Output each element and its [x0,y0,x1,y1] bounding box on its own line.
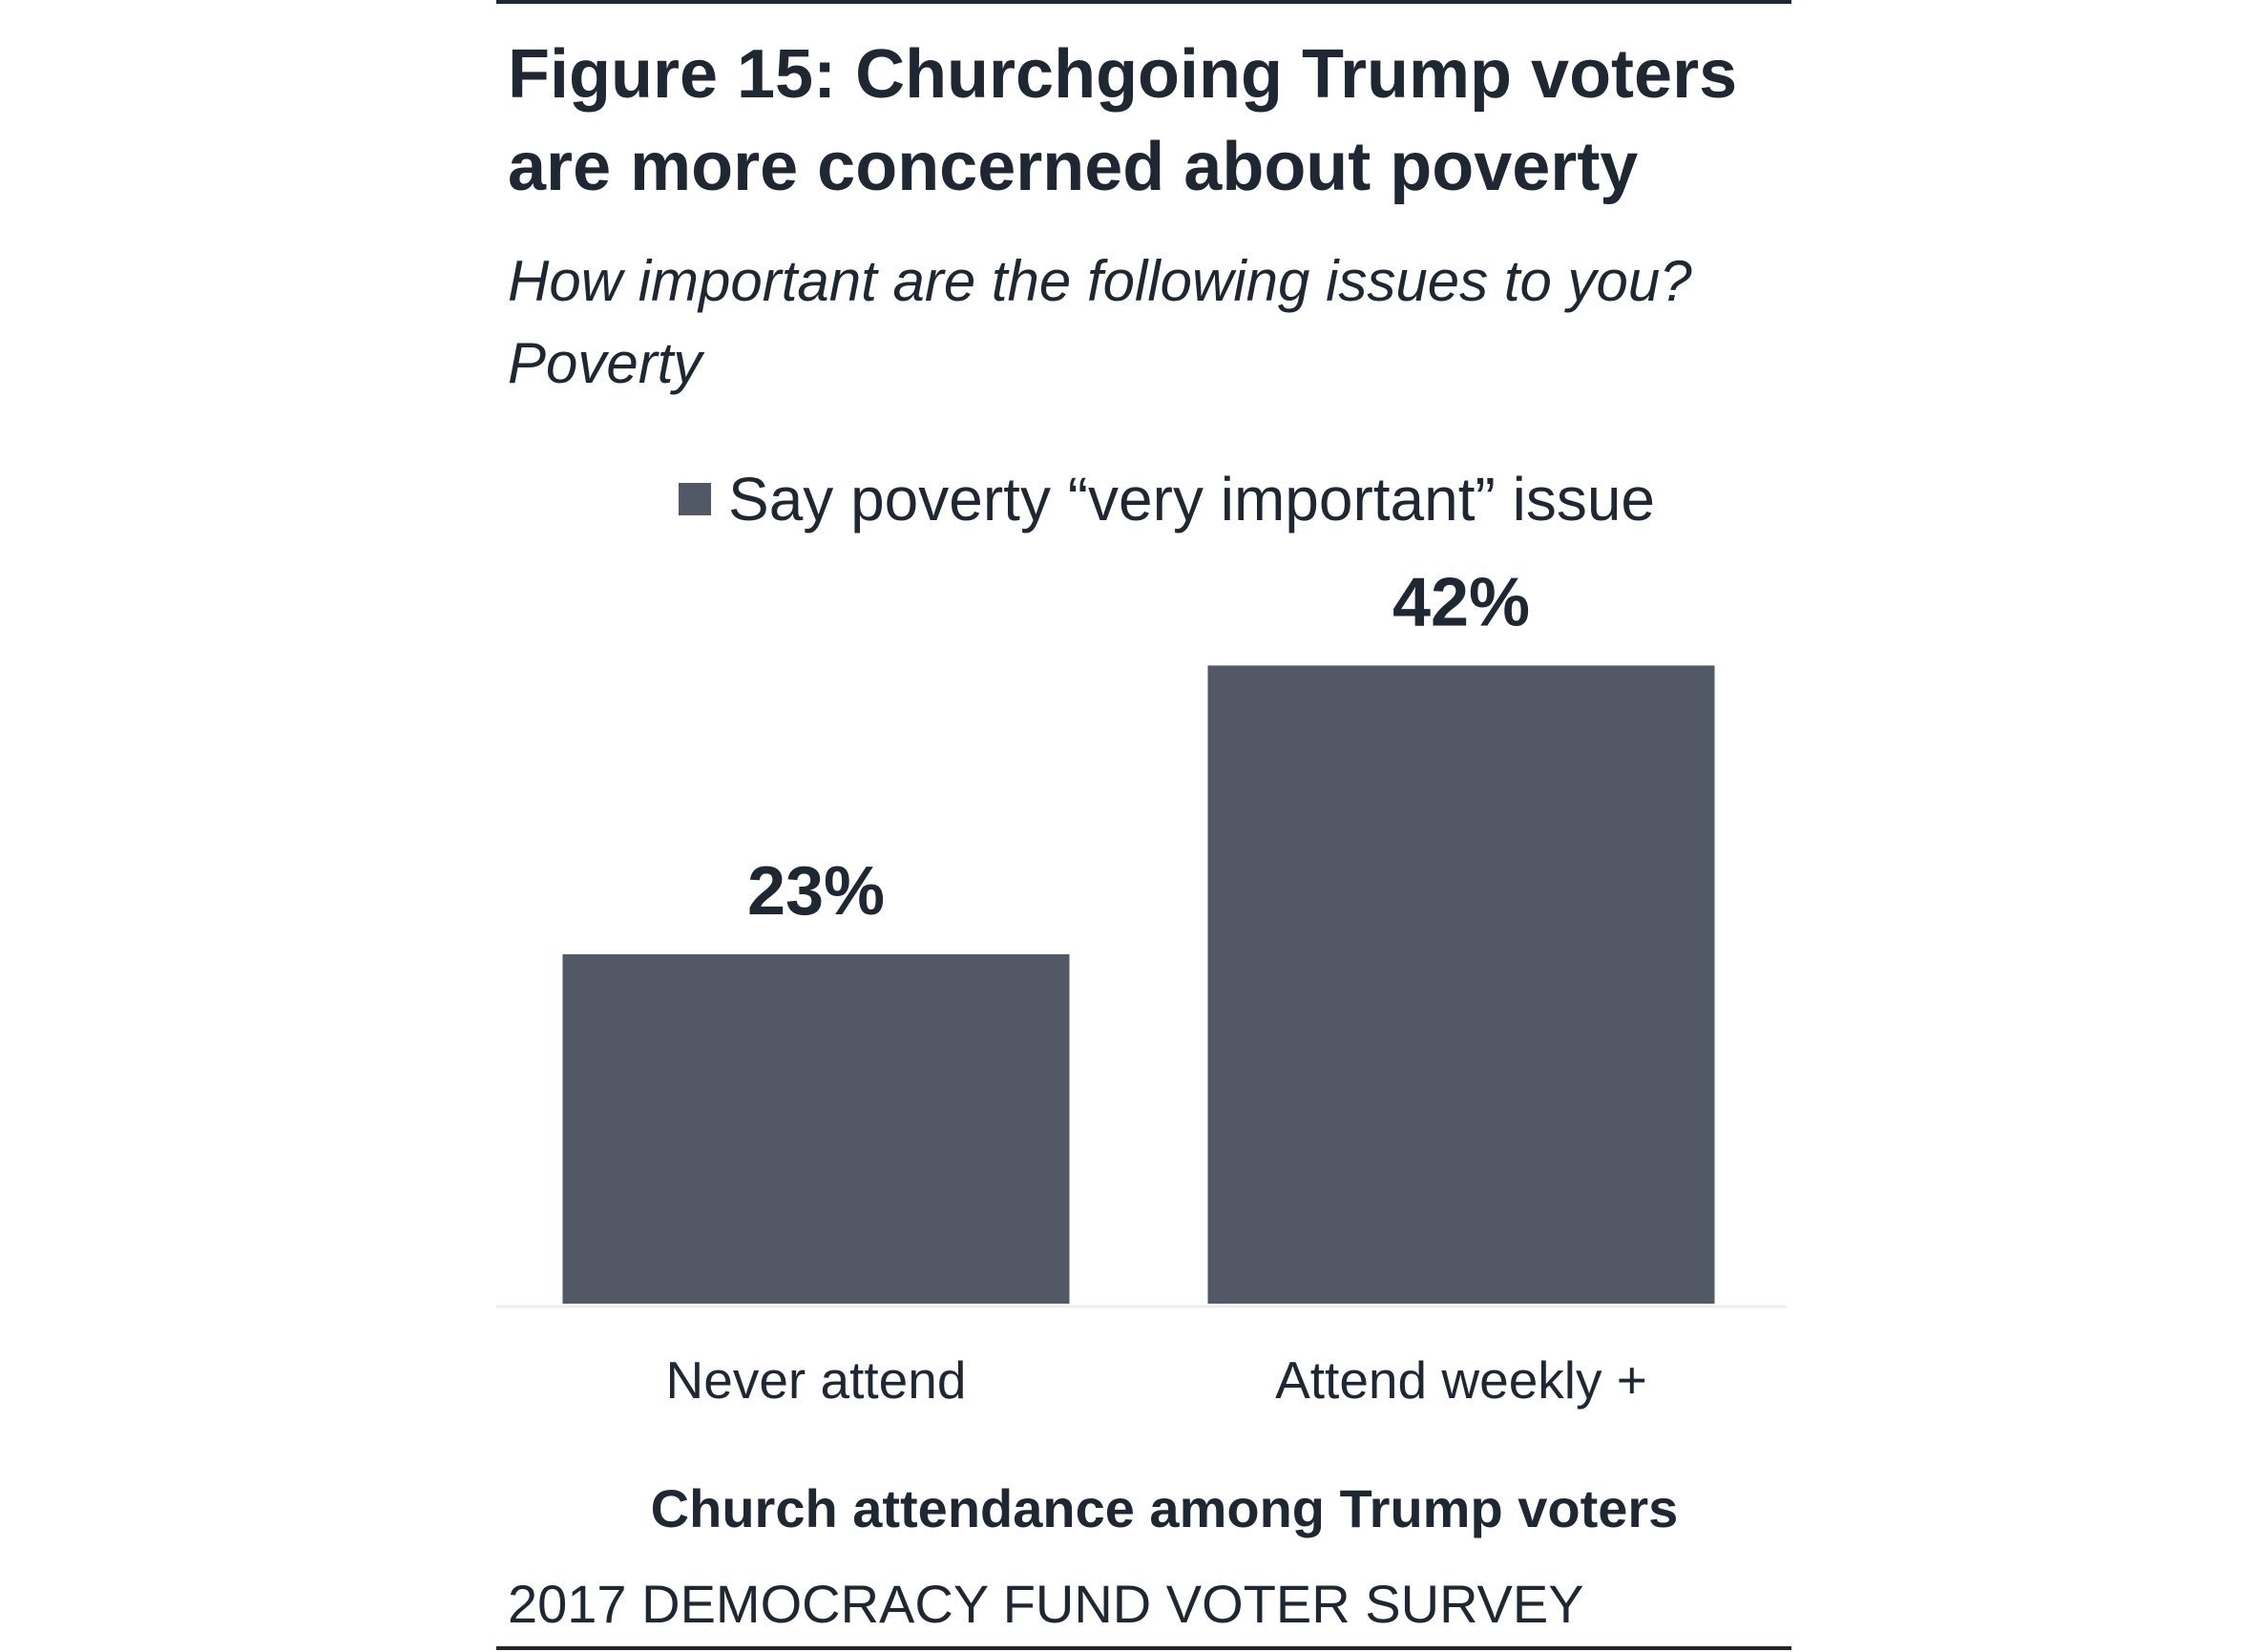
data-label-1: 42% [1392,564,1530,640]
top-rule [496,0,1791,4]
chart-title: Figure 15: Churchgoing Trump voters are … [508,36,1738,205]
legend-label: Say poverty “very important” issue [728,465,1655,533]
bar-0 [562,953,1070,1304]
chart-subtitle: How important are the following issues t… [508,249,1692,395]
x-axis-title: Church attendance among Trump voters [650,1478,1679,1538]
legend-swatch [679,483,711,515]
category-label-0: Never attend [666,1350,967,1410]
source-note: 2017 DEMOCRACY FUND VOTER SURVEY [508,1574,1584,1634]
category-label-1: Attend weekly + [1275,1350,1647,1410]
bar-1 [1207,665,1715,1304]
legend: Say poverty “very important” issue [679,464,1655,534]
bottom-rule [496,1646,1791,1650]
data-label-0: 23% [747,853,885,930]
